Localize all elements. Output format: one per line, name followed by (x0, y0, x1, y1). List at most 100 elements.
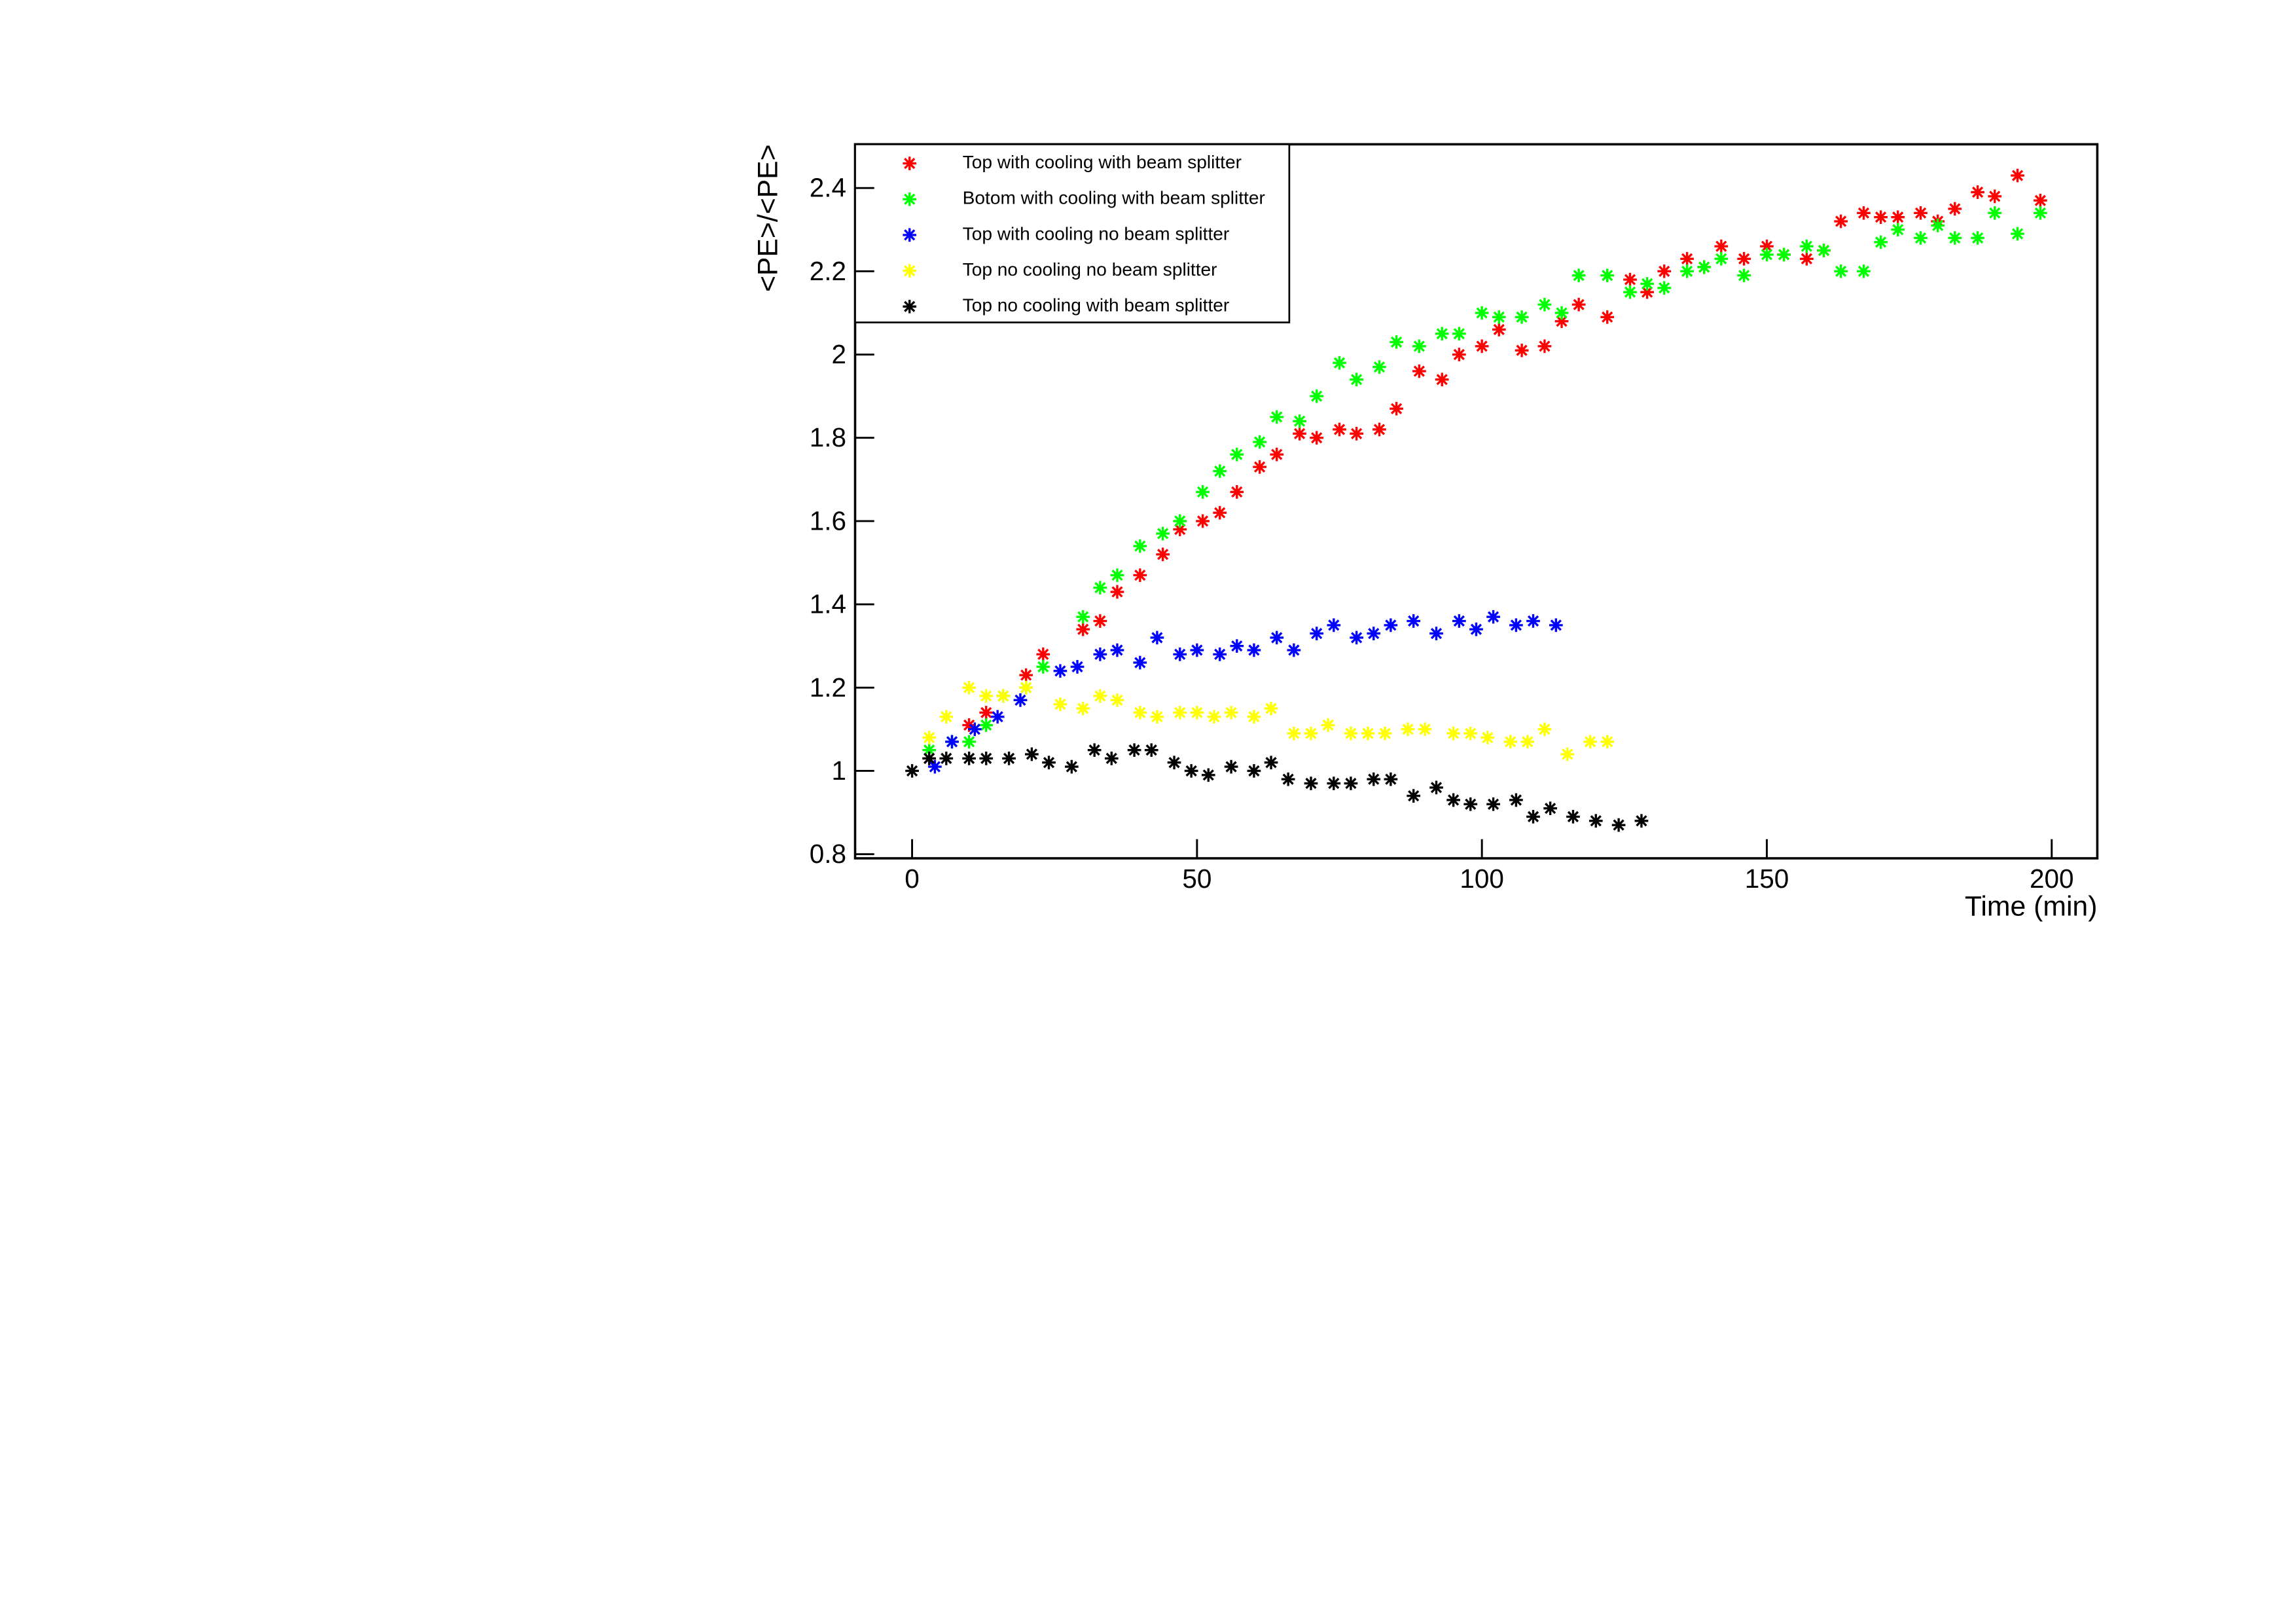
marker (1350, 630, 1363, 645)
marker (1583, 735, 1597, 749)
marker (1173, 706, 1187, 720)
legend: Top with cooling with beam splitter Botom… (854, 143, 1291, 323)
marker (1036, 647, 1050, 661)
marker (1076, 610, 1090, 624)
marker (1173, 514, 1187, 528)
marker (1509, 618, 1523, 632)
marker (962, 718, 976, 732)
marker (1446, 793, 1460, 807)
marker (1834, 214, 1848, 228)
y-tick-label: 2 (831, 339, 846, 369)
marker (1133, 568, 1147, 582)
marker (939, 752, 954, 765)
marker (1253, 460, 1266, 474)
marker (1213, 647, 1227, 661)
marker (1304, 776, 1318, 790)
y-tick-label: 0.8 (810, 839, 846, 869)
marker (1321, 718, 1335, 732)
marker (1224, 706, 1238, 720)
marker (1571, 297, 1586, 312)
marker (1207, 710, 1221, 724)
marker (990, 710, 1005, 724)
marker (905, 764, 919, 778)
marker (1019, 668, 1033, 682)
series (928, 610, 1563, 774)
series (922, 206, 2047, 757)
y-tick-label: 1.8 (810, 422, 846, 452)
marker (1680, 264, 1694, 278)
marker (1247, 710, 1261, 724)
marker (1492, 310, 1506, 324)
marker (979, 706, 994, 720)
marker (1463, 797, 1478, 811)
marker (1156, 547, 1170, 562)
marker (1446, 726, 1460, 740)
marker (1213, 464, 1227, 478)
marker (1144, 743, 1158, 757)
marker (1737, 268, 1751, 283)
marker (1834, 264, 1848, 278)
marker (1874, 235, 1888, 249)
plot-marks (905, 168, 2047, 832)
marker (1543, 801, 1557, 816)
marker (945, 735, 959, 749)
marker (1019, 680, 1033, 695)
marker (1857, 206, 1871, 220)
marker (1623, 285, 1637, 299)
marker (1372, 360, 1386, 374)
marker (962, 735, 976, 749)
marker (1053, 697, 1067, 712)
marker (1327, 776, 1341, 790)
marker (1064, 759, 1079, 774)
marker (1367, 627, 1381, 640)
y-tick-label: 1 (831, 756, 846, 786)
marker (1988, 189, 2002, 204)
marker (939, 710, 954, 724)
marker (1475, 339, 1489, 354)
marker (1361, 726, 1375, 740)
y-tick-label: 2.2 (810, 256, 846, 286)
marker (1127, 743, 1141, 757)
marker (1452, 348, 1466, 361)
marker (1480, 731, 1495, 744)
marker (1293, 427, 1306, 441)
marker (1270, 447, 1284, 462)
marker (1076, 701, 1090, 716)
marker (1407, 614, 1421, 628)
series (922, 680, 1615, 761)
legend-marker (903, 156, 917, 170)
marker (1914, 206, 1928, 220)
legend-marker (903, 192, 917, 206)
marker (1036, 660, 1050, 674)
marker (962, 680, 976, 695)
legend-box (854, 143, 1291, 323)
marker (1384, 772, 1398, 786)
marker (1737, 251, 1751, 266)
marker (1156, 526, 1170, 541)
marker (1230, 485, 1244, 499)
marker (1350, 427, 1363, 441)
marker (1600, 735, 1615, 749)
marker (979, 752, 994, 765)
marker (1196, 514, 1210, 528)
marker (1515, 343, 1529, 357)
marker (1566, 810, 1580, 824)
legend-marker (903, 299, 917, 314)
y-tick-label: 1.2 (810, 672, 846, 702)
marker (1093, 581, 1107, 594)
marker (1554, 314, 1569, 328)
plot-frame (853, 143, 2099, 860)
marker (922, 752, 937, 765)
marker (1327, 618, 1341, 632)
marker (1817, 244, 1831, 257)
marker (1760, 239, 1774, 253)
marker (1173, 647, 1187, 661)
marker (962, 752, 976, 765)
marker (1714, 251, 1729, 266)
x-tick-label: 150 (1745, 864, 1789, 894)
marker (1013, 693, 1028, 707)
marker (1247, 764, 1261, 778)
marker (1173, 522, 1187, 536)
marker (1053, 664, 1067, 678)
